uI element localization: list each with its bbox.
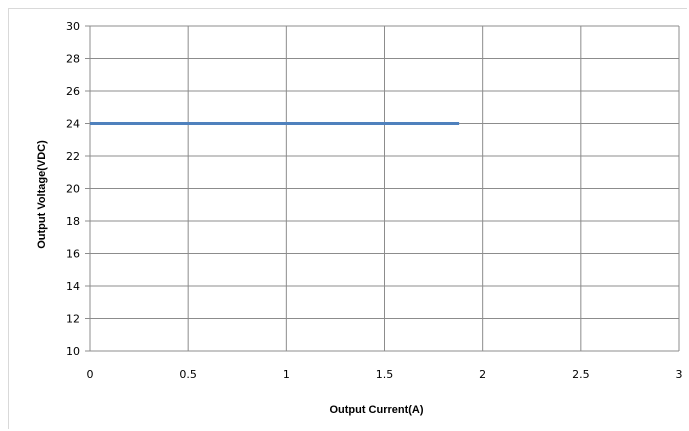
x-tick-label: 0.5 (179, 368, 197, 381)
y-tick-label: 30 (66, 20, 80, 33)
x-axis-ticks: 0 0.5 1 1.5 2 2.5 3 (87, 368, 683, 381)
x-tick-label: 0 (87, 368, 94, 381)
x-tick-label: 1 (283, 368, 290, 381)
chart-frame (8, 8, 687, 429)
y-tick-label: 12 (66, 313, 80, 326)
grid (85, 25, 680, 352)
y-tick-label: 10 (66, 345, 80, 358)
y-tick-label: 26 (66, 85, 80, 98)
y-tick-label: 16 (66, 248, 80, 261)
y-tick-label: 28 (66, 53, 80, 66)
x-tick-label: 2.5 (572, 368, 590, 381)
x-tick-label: 3 (676, 368, 683, 381)
y-axis-title: Output Voltage(VDC) (36, 140, 48, 249)
y-axis-ticks: 10 12 14 16 18 20 22 24 26 28 30 (66, 20, 80, 358)
y-tick-label: 24 (66, 118, 80, 131)
y-tick-label: 22 (66, 150, 80, 163)
y-tick-label: 14 (66, 280, 80, 293)
y-tick-label: 20 (66, 183, 80, 196)
y-tick-label: 18 (66, 215, 80, 228)
x-tick-label: 1.5 (376, 368, 394, 381)
x-tick-label: 2 (479, 368, 486, 381)
x-axis-title: Output Current(A) (329, 404, 423, 416)
